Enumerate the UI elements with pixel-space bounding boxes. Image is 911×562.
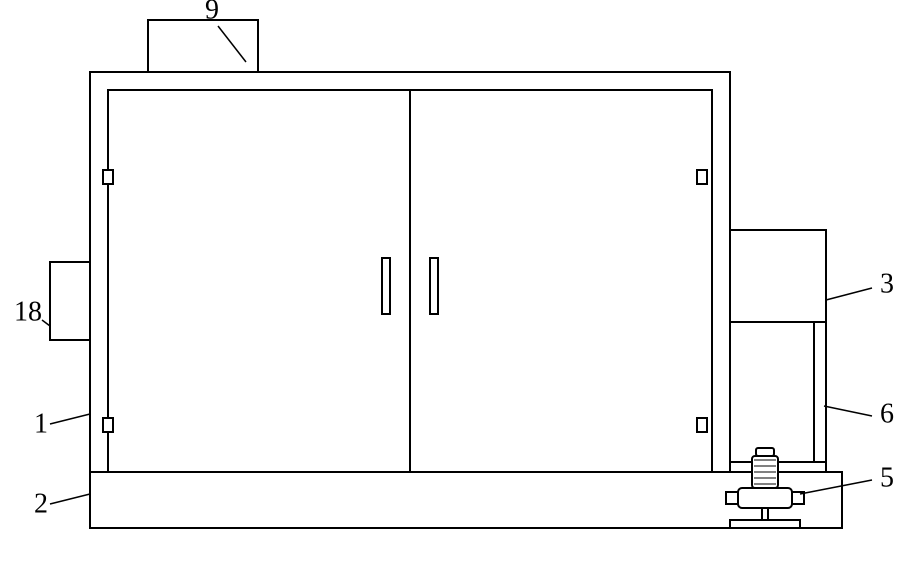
top-box xyxy=(148,20,258,72)
label-1: 1 xyxy=(34,408,48,439)
cabinet xyxy=(90,72,730,472)
label-18: 18 xyxy=(14,296,42,327)
label-2: 2 xyxy=(34,488,48,519)
door-handle-right xyxy=(430,258,438,314)
label-6: 6 xyxy=(880,398,894,429)
hinge xyxy=(697,418,707,432)
hinge xyxy=(697,170,707,184)
right-upper-box xyxy=(730,230,826,322)
hinge xyxy=(103,170,113,184)
label-5: 5 xyxy=(880,462,894,493)
label-9: 9 xyxy=(205,0,219,25)
left-side-box xyxy=(50,262,90,340)
hinge xyxy=(103,418,113,432)
label-3: 3 xyxy=(880,268,894,299)
door-handle-left xyxy=(382,258,390,314)
